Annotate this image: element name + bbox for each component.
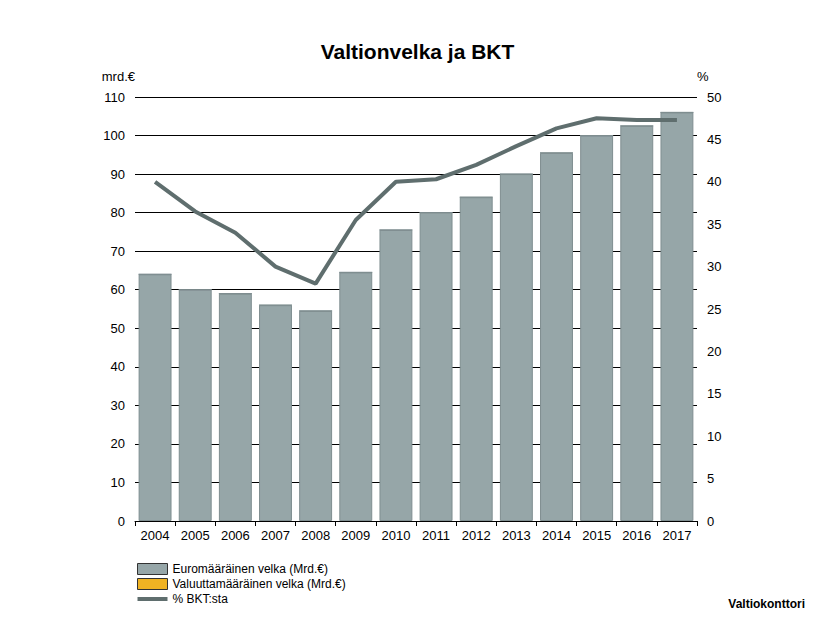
svg-text:2013: 2013 (502, 528, 531, 543)
svg-text:Valuuttamääräinen velka (Mrd.€: Valuuttamääräinen velka (Mrd.€) (173, 577, 346, 591)
svg-text:30: 30 (707, 259, 721, 274)
svg-text:% BKT:sta: % BKT:sta (173, 592, 229, 606)
svg-text:40: 40 (111, 359, 125, 374)
svg-text:mrd.€: mrd.€ (102, 69, 136, 84)
svg-text:2017: 2017 (662, 528, 691, 543)
svg-text:2014: 2014 (542, 528, 571, 543)
svg-text:15: 15 (707, 386, 721, 401)
svg-text:2009: 2009 (341, 528, 370, 543)
svg-text:2015: 2015 (582, 528, 611, 543)
svg-text:2008: 2008 (301, 528, 330, 543)
svg-text:2006: 2006 (221, 528, 250, 543)
svg-text:2005: 2005 (181, 528, 210, 543)
svg-text:0: 0 (707, 514, 714, 529)
svg-text:110: 110 (104, 90, 125, 105)
svg-text:0: 0 (118, 514, 125, 529)
svg-text:30: 30 (111, 398, 125, 413)
svg-text:2010: 2010 (381, 528, 410, 543)
svg-text:25: 25 (707, 302, 721, 317)
svg-text:2016: 2016 (622, 528, 651, 543)
svg-text:50: 50 (111, 321, 125, 336)
svg-text:%: % (697, 69, 709, 84)
svg-text:10: 10 (707, 429, 721, 444)
svg-text:80: 80 (111, 205, 125, 220)
svg-text:45: 45 (707, 132, 721, 147)
svg-text:Valtionvelka ja BKT: Valtionvelka ja BKT (321, 40, 515, 63)
svg-text:50: 50 (707, 90, 721, 105)
svg-text:90: 90 (111, 167, 125, 182)
svg-text:Valtiokonttori: Valtiokonttori (728, 597, 805, 611)
svg-text:2007: 2007 (261, 528, 290, 543)
svg-text:Euromääräinen velka (Mrd.€): Euromääräinen velka (Mrd.€) (173, 562, 328, 576)
svg-text:20: 20 (111, 436, 125, 451)
svg-text:2012: 2012 (462, 528, 491, 543)
svg-text:60: 60 (111, 282, 125, 297)
svg-text:5: 5 (707, 471, 714, 486)
svg-text:2011: 2011 (422, 528, 450, 543)
svg-text:35: 35 (707, 217, 721, 232)
svg-text:100: 100 (103, 128, 125, 143)
svg-text:10: 10 (111, 475, 125, 490)
svg-text:40: 40 (707, 174, 721, 189)
svg-text:70: 70 (111, 244, 125, 259)
svg-text:2004: 2004 (141, 528, 170, 543)
svg-text:20: 20 (707, 344, 721, 359)
